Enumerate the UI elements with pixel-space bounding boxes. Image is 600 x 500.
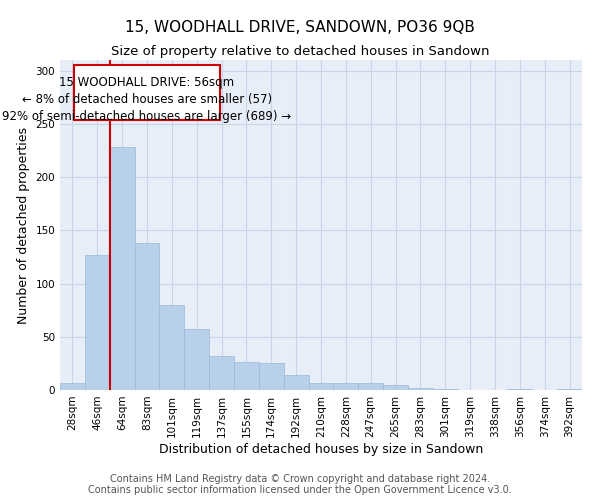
Bar: [508, 389, 532, 390]
Bar: [134, 243, 160, 390]
Bar: [433, 389, 458, 390]
Text: Size of property relative to detached houses in Sandown: Size of property relative to detached ho…: [111, 45, 489, 58]
Bar: [209, 356, 234, 390]
Bar: [334, 382, 358, 390]
Y-axis label: Number of detached properties: Number of detached properties: [17, 126, 30, 324]
Bar: [85, 255, 110, 390]
Bar: [408, 388, 433, 390]
Text: 15 WOODHALL DRIVE: 56sqm: 15 WOODHALL DRIVE: 56sqm: [59, 76, 235, 89]
Bar: [284, 375, 308, 390]
Bar: [60, 382, 85, 390]
Text: Contains public sector information licensed under the Open Government Licence v3: Contains public sector information licen…: [88, 485, 512, 495]
FancyBboxPatch shape: [74, 66, 220, 120]
Bar: [259, 364, 284, 390]
Bar: [383, 384, 408, 390]
Text: 92% of semi-detached houses are larger (689) →: 92% of semi-detached houses are larger (…: [2, 110, 292, 123]
Text: ← 8% of detached houses are smaller (57): ← 8% of detached houses are smaller (57): [22, 93, 272, 106]
Text: Contains HM Land Registry data © Crown copyright and database right 2024.: Contains HM Land Registry data © Crown c…: [110, 474, 490, 484]
Bar: [557, 389, 582, 390]
Bar: [234, 362, 259, 390]
Text: 15, WOODHALL DRIVE, SANDOWN, PO36 9QB: 15, WOODHALL DRIVE, SANDOWN, PO36 9QB: [125, 20, 475, 35]
Bar: [160, 305, 184, 390]
Bar: [358, 382, 383, 390]
Bar: [184, 330, 209, 390]
Bar: [308, 382, 334, 390]
Bar: [110, 148, 134, 390]
X-axis label: Distribution of detached houses by size in Sandown: Distribution of detached houses by size …: [159, 442, 483, 456]
